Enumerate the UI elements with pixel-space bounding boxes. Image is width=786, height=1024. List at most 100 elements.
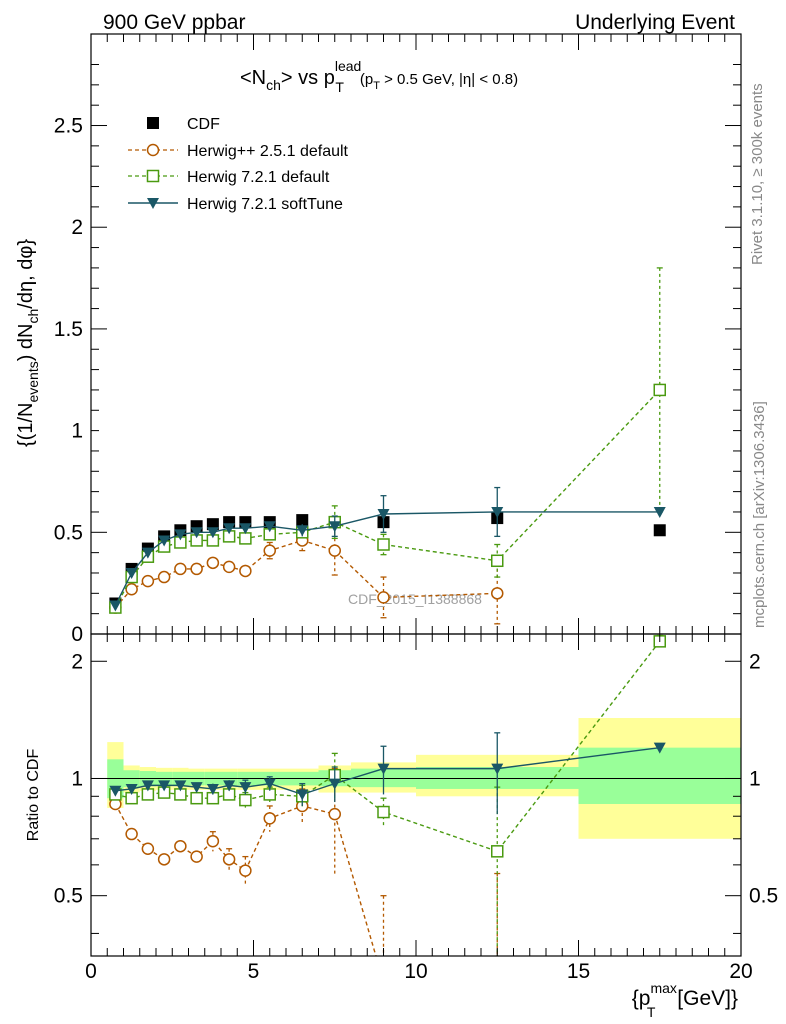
ratio-point-herwig-7-2-1-default [491, 845, 504, 858]
ratio-point-herwig-7-2-1-softtune [223, 780, 236, 792]
x-tick-label: 15 [567, 960, 590, 983]
main-y-tick-label: 1.5 [54, 318, 83, 341]
main-panel: CDF_2015_I1388868 0 0.5 1 1.5 2 2.5 [54, 33, 742, 646]
data-point-cdf [296, 514, 309, 527]
data-point-herwig-7-2-1-softtune [109, 600, 122, 612]
main-y-label: {(1/Nevents) dNch/dη, dφ} [15, 239, 41, 447]
ratio-point-herwig-2-5-1-default [239, 864, 252, 877]
data-point-herwig-7-2-1-default [653, 383, 666, 397]
ratio-band-inner [578, 747, 741, 804]
ratio-panel: 0.5 0.5 1 1 2 2 [54, 633, 778, 957]
main-y-tick-label: 2.5 [54, 115, 83, 138]
data-point-herwig-7-2-1-softtune [125, 567, 138, 579]
x-tick-label: 10 [404, 960, 427, 983]
ratio-point-herwig-7-2-1-softtune [109, 785, 122, 797]
legend-marker-softtune [147, 198, 159, 209]
ratio-point-herwig-7-2-1-softtune [206, 783, 219, 795]
data-point-herwig-2-5-1-default [263, 544, 276, 557]
ratio-point-herwig-7-2-1-default [377, 805, 390, 819]
legend-label-cdf: CDF [187, 116, 220, 133]
data-point-herwig-2-5-1-default [328, 544, 341, 557]
ratio-line-herwig-7-2-1-default [115, 640, 661, 853]
data-point-herwig-7-2-1-default [377, 538, 390, 551]
ratio-point-herwig-7-2-1-softtune [158, 780, 171, 792]
ratio-point-herwig-7-2-1-softtune [125, 783, 138, 795]
header-right: Underlying Event [575, 11, 735, 34]
ratio-point-herwig-7-2-1-softtune [239, 782, 252, 794]
ratio-point-herwig-2-5-1-default [263, 812, 276, 825]
data-point-herwig-2-5-1-default [222, 560, 236, 574]
data-point-herwig-7-2-1-softtune [263, 521, 276, 533]
ratio-y-tick-label-right: 2 [749, 650, 761, 673]
ratio-point-herwig-7-2-1-softtune [141, 780, 154, 792]
ratio-point-herwig-2-5-1-default [328, 807, 341, 821]
ratio-point-herwig-7-2-1-softtune [328, 778, 341, 790]
data-point-herwig-7-2-1-softtune [239, 523, 252, 535]
main-y-tick-label: 2 [71, 216, 83, 239]
x-tick-label: 5 [248, 960, 260, 983]
legend: CDF Herwig++ 2.5.1 default Herwig 7.2.1 … [128, 116, 349, 213]
ratio-y-tick-label: 0.5 [54, 885, 83, 908]
ratio-point-herwig-7-2-1-softtune [653, 742, 666, 754]
ratio-point-herwig-7-2-1-softtune [491, 763, 504, 775]
ratio-y-tick-label: 1 [71, 767, 83, 790]
data-point-herwig-7-2-1-softtune [491, 506, 504, 518]
data-point-herwig-7-2-1-softtune [158, 535, 171, 547]
legend-label-softtune: Herwig 7.2.1 softTune [187, 196, 343, 213]
ratio-point-herwig-7-2-1-softtune [190, 782, 203, 794]
data-point-herwig-7-2-1-softtune [377, 509, 390, 520]
ratio-point-herwig-2-5-1-default [222, 853, 236, 866]
ratio-point-herwig-7-2-1-softtune [377, 763, 390, 775]
ratio-point-herwig-7-2-1-default [190, 791, 203, 805]
header-left: 900 GeV ppbar [103, 11, 245, 34]
data-point-herwig-2-5-1-default [239, 564, 252, 578]
data-point-herwig-2-5-1-default [377, 591, 390, 604]
data-point-herwig-7-2-1-softtune [141, 547, 154, 559]
data-point-herwig-7-2-1-default [491, 554, 504, 568]
main-y-tick-label: 0.5 [54, 521, 83, 544]
x-tick-label: 0 [85, 960, 97, 983]
data-point-herwig-7-2-1-softtune [653, 506, 666, 518]
data-point-herwig-2-5-1-default [206, 556, 220, 570]
ratio-point-herwig-2-5-1-default [157, 853, 171, 866]
x-axis-label: {pmax T [GeV]} [632, 980, 738, 1020]
ratio-point-herwig-2-5-1-default [141, 842, 155, 855]
main-y-tick-label: 0 [71, 623, 83, 646]
data-point-cdf [206, 518, 219, 531]
ratio-point-herwig-2-5-1-default [206, 834, 220, 848]
ratio-y-label: Ratio to CDF [25, 749, 42, 842]
data-point-herwig-7-2-1-default [239, 532, 252, 545]
data-point-herwig-7-2-1-softtune [223, 523, 236, 535]
ratio-y-tick-label: 2 [71, 650, 83, 673]
legend-marker-h7default [146, 169, 160, 183]
ratio-point-herwig-7-2-1-softtune [296, 789, 309, 801]
data-point-herwig-7-2-1-softtune [206, 527, 219, 539]
ratio-point-herwig-7-2-1-softtune [263, 778, 276, 790]
ratio-y-tick-label-right: 1 [749, 767, 761, 790]
legend-marker-cdf [147, 117, 159, 129]
mcplots-label: mcplots.cern.ch [arXiv:1306.3436] [751, 401, 768, 628]
data-point-herwig-2-5-1-default [491, 587, 504, 600]
data-point-herwig-2-5-1-default [157, 570, 171, 584]
x-tick-labels: 0 5 10 15 20 [85, 960, 753, 983]
legend-label-h7default: Herwig 7.2.1 default [187, 169, 330, 186]
ratio-point-herwig-2-5-1-default [125, 827, 138, 841]
x-tick-label: 20 [729, 960, 752, 983]
ratio-point-herwig-2-5-1-default [174, 839, 187, 853]
plot-title: <Nch> vs plead T (pT > 0.5 GeV, |η| < 0.8) [240, 58, 518, 95]
ratio-point-herwig-7-2-1-softtune [174, 780, 187, 792]
legend-label-herwigpp: Herwig++ 2.5.1 default [187, 143, 349, 160]
data-point-herwig-2-5-1-default [174, 562, 187, 576]
data-point-herwig-7-2-1-softtune [190, 527, 203, 539]
data-point-herwig-7-2-1-softtune [174, 529, 187, 541]
main-y-tick-label: 1 [71, 420, 83, 443]
ratio-point-herwig-7-2-1-default [239, 793, 252, 807]
legend-marker-herwigpp [146, 143, 160, 157]
data-point-herwig-7-2-1-softtune [328, 521, 341, 533]
watermark: CDF_2015_I1388868 [348, 591, 482, 607]
data-point-herwig-7-2-1-softtune [296, 525, 309, 537]
ratio-y-tick-label-right: 0.5 [749, 885, 778, 908]
data-point-cdf [653, 524, 666, 537]
rivet-label: Rivet 3.1.10, ≥ 300k events [749, 83, 766, 265]
